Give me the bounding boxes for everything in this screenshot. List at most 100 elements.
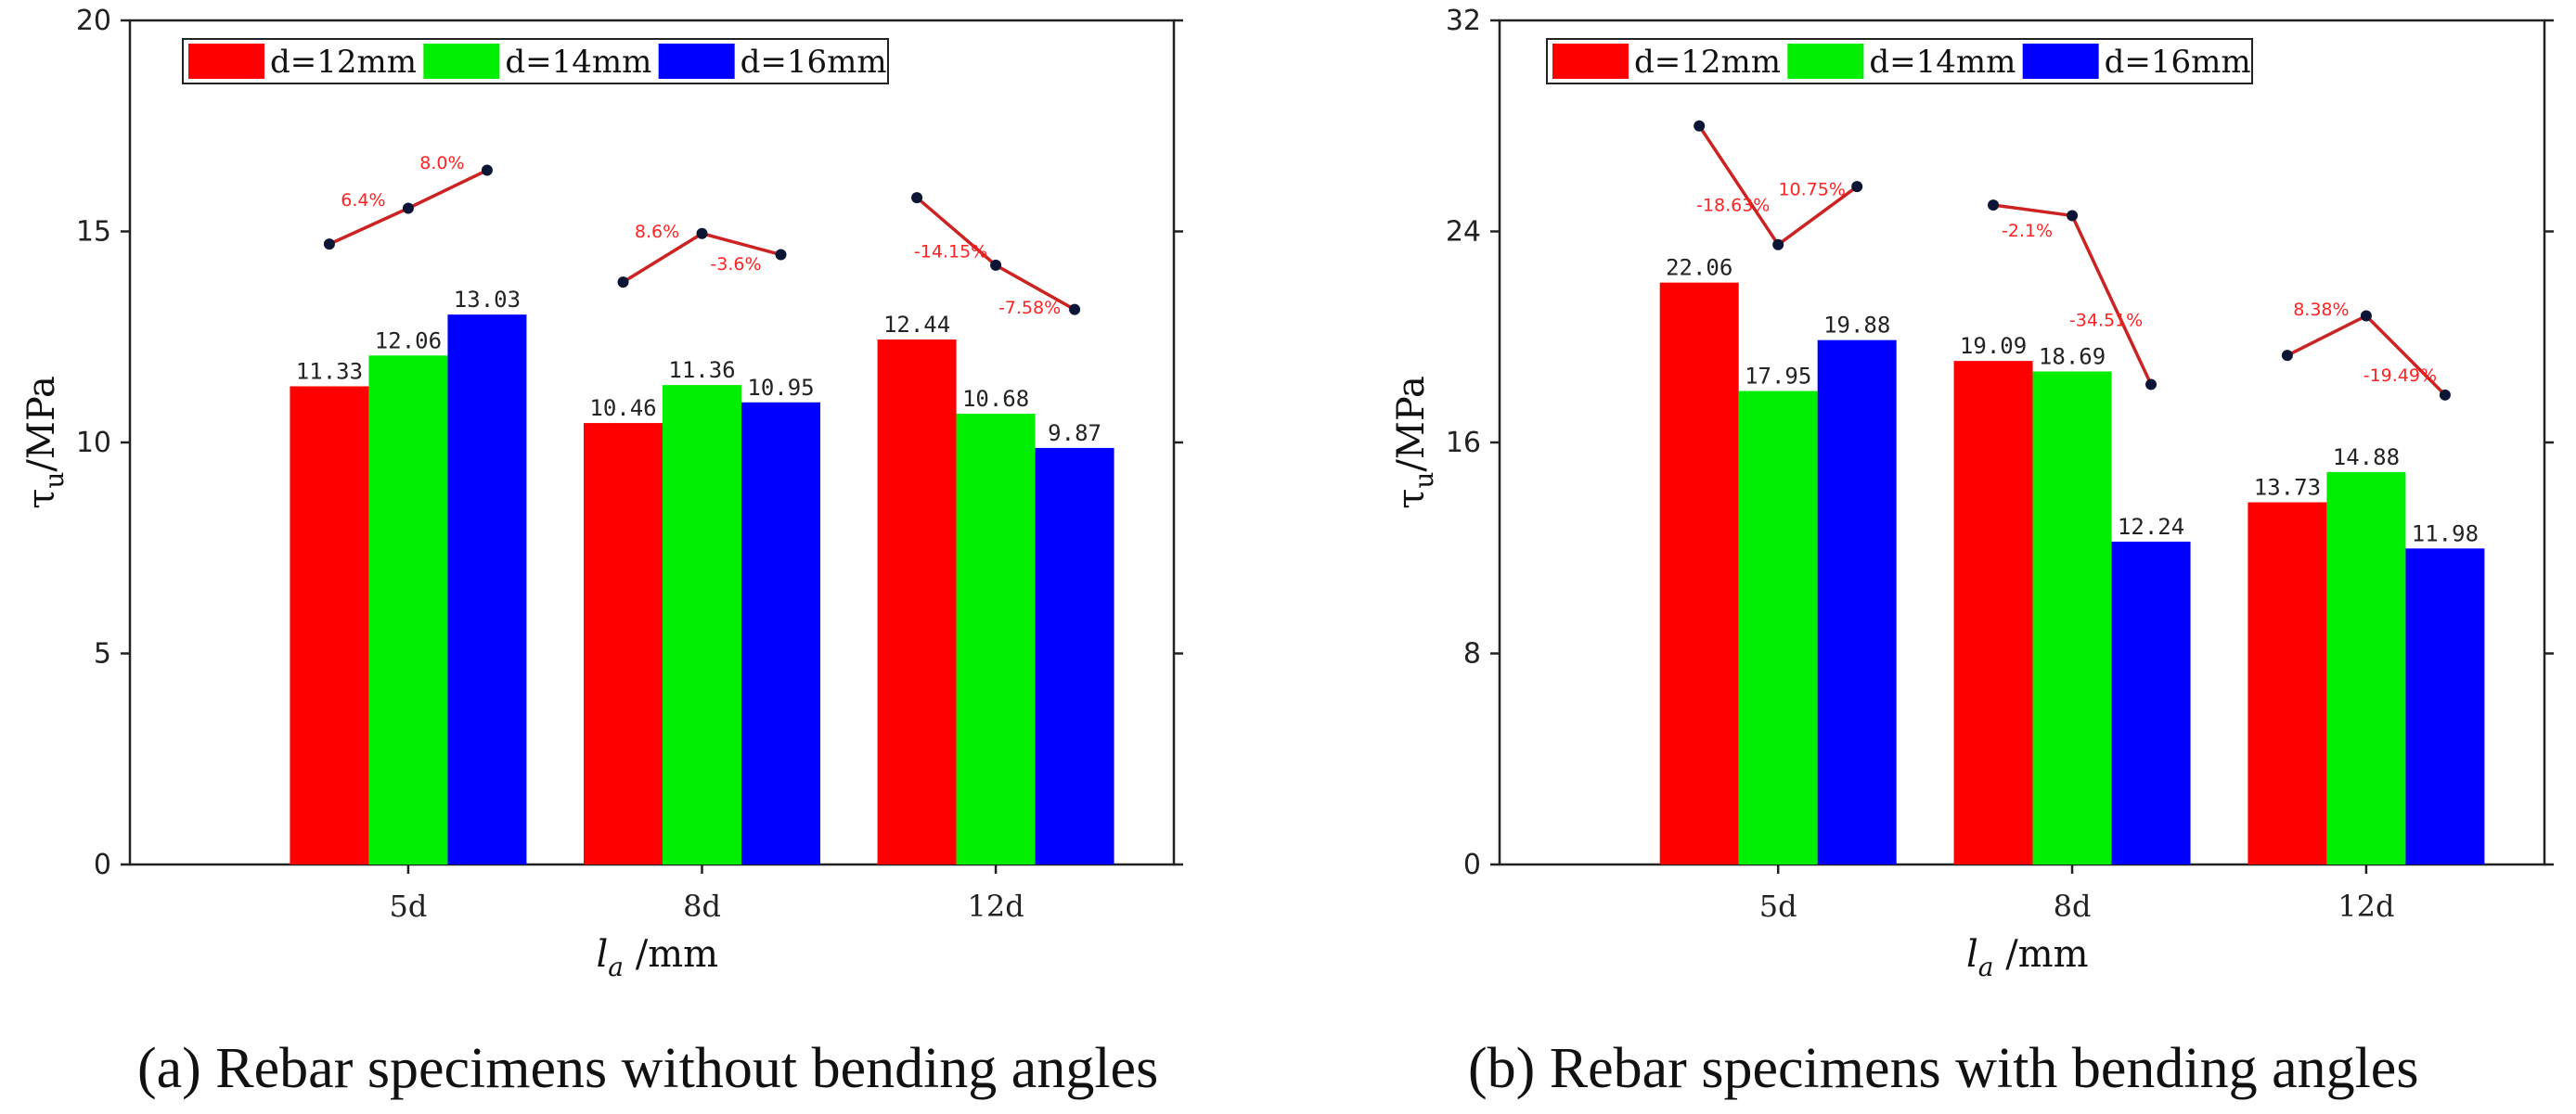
bar-d16mm-12d bbox=[1035, 447, 1114, 864]
bar-value-label: 18.69 bbox=[2039, 344, 2106, 370]
bar-d12mm-5d bbox=[1659, 282, 1739, 864]
bar-value-label: 12.06 bbox=[375, 327, 442, 353]
bar-d12mm-8d bbox=[1953, 361, 2033, 864]
legend-label: d=14mm bbox=[1869, 44, 2016, 81]
legend-label: d=16mm bbox=[741, 44, 887, 81]
legend-swatch bbox=[1787, 44, 1864, 79]
trend-annotation: 8.38% bbox=[2293, 300, 2349, 320]
trend-point bbox=[2145, 378, 2157, 391]
panel-caption: (a) Rebar specimens without bending angl… bbox=[137, 1037, 1158, 1100]
x-axis-title: la /mm bbox=[597, 933, 719, 982]
legend-swatch bbox=[658, 44, 735, 79]
bar-value-label: 22.06 bbox=[1666, 255, 1732, 281]
legend-label: d=16mm bbox=[2105, 44, 2251, 81]
chart-panel-b: 0 8 16 24 32 5d 22.06 17.95 19.88 8d 19.09 18.69 12.… bbox=[1390, 5, 2554, 1100]
bar-d16mm-8d bbox=[741, 402, 820, 864]
bar-d14mm-12d bbox=[956, 414, 1036, 864]
bar-value-label: 19.88 bbox=[1823, 313, 1890, 339]
trend-point bbox=[990, 259, 1002, 271]
bar-value-label: 9.87 bbox=[1048, 420, 1101, 446]
bar-d16mm-12d bbox=[2405, 548, 2485, 864]
legend-swatch bbox=[188, 44, 264, 79]
trend-point bbox=[617, 276, 629, 288]
trend-annotation: -19.49% bbox=[2363, 365, 2437, 386]
trend-annotation: 10.75% bbox=[1778, 179, 1845, 199]
bar-d14mm-8d bbox=[663, 385, 741, 864]
bar-d16mm-8d bbox=[2111, 541, 2191, 864]
trend-annotation: 8.6% bbox=[635, 222, 679, 242]
trend-point bbox=[775, 249, 787, 261]
y-tick-label: 0 bbox=[94, 849, 111, 881]
y-axis-unit: /MPa bbox=[20, 376, 63, 471]
y-tick-label: 32 bbox=[1446, 5, 1481, 37]
bar-d14mm-5d bbox=[368, 355, 448, 864]
bar-value-label: 13.73 bbox=[2254, 475, 2321, 501]
bar-value-label: 14.88 bbox=[2333, 444, 2400, 470]
legend-swatch bbox=[423, 44, 500, 79]
trend-point bbox=[1988, 199, 2000, 211]
trend-point bbox=[1772, 238, 1784, 250]
bar-value-label: 10.68 bbox=[962, 386, 1029, 412]
trend-point bbox=[402, 202, 414, 214]
trend-annotation: -2.1% bbox=[2002, 221, 2053, 241]
bar-d12mm-12d bbox=[877, 339, 957, 865]
trend-annotation: -34.51% bbox=[2069, 310, 2143, 330]
bar-value-label: 13.03 bbox=[454, 287, 521, 313]
x-axis-subscript: a bbox=[608, 952, 624, 982]
bar-value-label: 12.44 bbox=[883, 312, 950, 338]
bar-d16mm-5d bbox=[1817, 339, 1897, 865]
y-tick-label: 15 bbox=[76, 216, 111, 249]
x-tick-label: 12d bbox=[967, 889, 1024, 924]
trend-point bbox=[696, 227, 708, 239]
y-tick-label: 24 bbox=[1446, 216, 1481, 249]
y-tick-label: 16 bbox=[1446, 427, 1481, 459]
trend-point bbox=[2067, 210, 2079, 222]
y-tick-label: 5 bbox=[94, 638, 111, 671]
y-tick-label: 20 bbox=[76, 5, 111, 37]
x-tick-label: 5d bbox=[390, 889, 428, 924]
legend-swatch bbox=[2022, 44, 2099, 79]
bar-value-label: 11.33 bbox=[296, 358, 363, 384]
x-tick-label: 5d bbox=[1759, 889, 1797, 924]
legend-label: d=12mm bbox=[1634, 44, 1781, 81]
bar-d14mm-12d bbox=[2326, 471, 2406, 864]
bar-d12mm-5d bbox=[290, 386, 369, 864]
trend-point bbox=[2439, 389, 2451, 401]
x-axis-symbol: l bbox=[597, 933, 609, 976]
bar-value-label: 11.36 bbox=[668, 357, 735, 383]
y-tick-label: 0 bbox=[1463, 849, 1481, 881]
bar-d14mm-5d bbox=[1738, 391, 1818, 864]
bar-value-label: 17.95 bbox=[1745, 364, 1811, 390]
bar-value-label: 12.24 bbox=[2118, 514, 2184, 540]
chart-panel-a: 0 5 10 15 20 5d 11.33 12.06 13.03 8d 10.46 11.36 10.… bbox=[20, 5, 1183, 1100]
panel-caption: (b) Rebar specimens with bending angles bbox=[1468, 1037, 2418, 1100]
y-axis-title: τu/MPa bbox=[20, 376, 70, 509]
trend-annotation: 6.4% bbox=[341, 190, 385, 211]
x-tick-label: 12d bbox=[2338, 889, 2394, 924]
y-axis-subscript: u bbox=[39, 472, 70, 489]
trend-annotation: -14.15% bbox=[914, 242, 987, 262]
trend-annotation: -7.58% bbox=[998, 298, 1061, 318]
y-axis-subscript: u bbox=[1409, 472, 1439, 489]
x-axis-subscript: a bbox=[1978, 952, 1994, 982]
trend-annotation: 8.0% bbox=[419, 153, 464, 173]
bar-d12mm-8d bbox=[584, 423, 663, 864]
trend-point bbox=[1694, 120, 1706, 132]
legend-label: d=14mm bbox=[505, 44, 651, 81]
trend-point bbox=[481, 164, 493, 176]
y-axis-symbol: τ bbox=[1390, 489, 1433, 509]
legend-swatch bbox=[1552, 44, 1629, 79]
bar-d16mm-5d bbox=[447, 314, 527, 864]
x-tick-label: 8d bbox=[683, 889, 721, 924]
x-axis-symbol: l bbox=[1966, 933, 1978, 976]
y-axis-title: τu/MPa bbox=[1390, 376, 1439, 509]
trend-point bbox=[911, 192, 923, 204]
trend-annotation: -3.6% bbox=[710, 254, 761, 275]
y-axis-symbol: τ bbox=[20, 489, 63, 509]
trend-point bbox=[1851, 181, 1863, 193]
x-axis-unit: /mm bbox=[624, 933, 718, 976]
bar-value-label: 10.95 bbox=[747, 375, 814, 401]
bar-value-label: 10.46 bbox=[589, 395, 656, 421]
legend-box bbox=[182, 38, 889, 84]
